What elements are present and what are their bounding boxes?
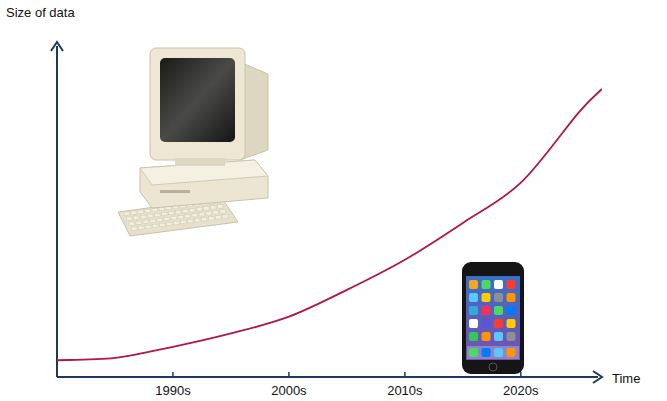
key xyxy=(178,215,184,219)
x-tick xyxy=(520,372,522,377)
dock-icon xyxy=(482,348,491,357)
app-icon xyxy=(482,319,491,328)
dock-icon xyxy=(494,348,503,357)
key xyxy=(129,222,135,226)
app-icon xyxy=(482,306,491,315)
app-icon xyxy=(507,293,516,302)
data-line xyxy=(57,89,602,360)
phone-body xyxy=(462,262,524,374)
key xyxy=(171,216,177,220)
key xyxy=(183,209,189,213)
app-icon xyxy=(482,293,491,302)
key xyxy=(143,220,149,224)
key xyxy=(124,212,130,216)
key xyxy=(202,218,208,222)
key xyxy=(141,215,147,219)
key xyxy=(220,210,226,214)
plot-area xyxy=(57,89,602,360)
key xyxy=(169,211,175,215)
dock xyxy=(467,346,519,359)
app-icon xyxy=(469,319,478,328)
key xyxy=(216,216,222,220)
phone-image xyxy=(462,262,524,374)
app-icon xyxy=(482,332,491,341)
key xyxy=(132,227,138,231)
app-icon xyxy=(482,280,491,289)
x-tick-label: 2010s xyxy=(387,383,423,398)
key xyxy=(209,217,215,221)
key xyxy=(153,224,159,228)
key xyxy=(195,218,201,222)
key xyxy=(162,212,168,216)
app-icon xyxy=(469,306,478,315)
x-axis xyxy=(57,376,598,378)
dock-icon xyxy=(469,348,478,357)
key xyxy=(148,214,154,218)
key xyxy=(181,220,187,224)
key xyxy=(213,211,219,215)
x-tick-label: 2020s xyxy=(503,383,539,398)
key xyxy=(164,217,170,221)
key xyxy=(199,213,205,217)
key xyxy=(160,223,166,227)
key xyxy=(197,208,203,212)
app-icon xyxy=(507,280,516,289)
key xyxy=(139,226,145,230)
key xyxy=(167,222,173,226)
key xyxy=(155,213,161,217)
key xyxy=(131,211,137,215)
x-tick-label: 2000s xyxy=(271,383,307,398)
key xyxy=(211,206,217,210)
case xyxy=(140,160,268,208)
app-icon xyxy=(494,280,503,289)
key xyxy=(174,221,180,225)
phone-screen xyxy=(466,276,520,360)
app-icon xyxy=(507,319,516,328)
drive-slot xyxy=(160,190,190,193)
dock-icon xyxy=(507,348,516,357)
key xyxy=(136,221,142,225)
key xyxy=(145,209,151,213)
app-icon xyxy=(469,293,478,302)
key xyxy=(185,214,191,218)
x-axis-arrow xyxy=(593,371,602,383)
x-tick xyxy=(288,372,290,377)
key xyxy=(188,219,194,223)
app-icon xyxy=(469,332,478,341)
key xyxy=(150,219,156,223)
key xyxy=(138,210,144,214)
monitor-bezel xyxy=(150,48,245,160)
monitor-screen xyxy=(160,58,235,142)
key xyxy=(127,217,133,221)
home-button xyxy=(489,363,497,371)
x-tick xyxy=(172,372,174,377)
x-tick-label: 1990s xyxy=(155,383,191,398)
app-icon xyxy=(494,319,503,328)
app-icon xyxy=(494,306,503,315)
chart: 1990s 2000s 2010s 2020s Size of data Time xyxy=(0,0,667,401)
key xyxy=(176,210,182,214)
app-icon xyxy=(469,280,478,289)
x-axis-label: Time xyxy=(612,371,640,386)
y-axis-label: Size of data xyxy=(6,5,75,20)
x-tick xyxy=(404,372,406,377)
app-icon xyxy=(494,293,503,302)
key xyxy=(204,207,210,211)
key xyxy=(223,215,229,219)
computer-image xyxy=(118,48,268,236)
key xyxy=(190,208,196,212)
y-axis xyxy=(56,46,58,377)
key xyxy=(146,225,152,229)
key xyxy=(192,213,198,217)
app-icon xyxy=(507,306,516,315)
key xyxy=(152,208,158,212)
key xyxy=(218,205,224,209)
y-axis-arrow xyxy=(51,42,63,51)
app-icon xyxy=(494,332,503,341)
key xyxy=(134,216,140,220)
key xyxy=(206,212,212,216)
monitor-stand xyxy=(175,158,225,166)
key xyxy=(157,218,163,222)
app-icon xyxy=(507,332,516,341)
